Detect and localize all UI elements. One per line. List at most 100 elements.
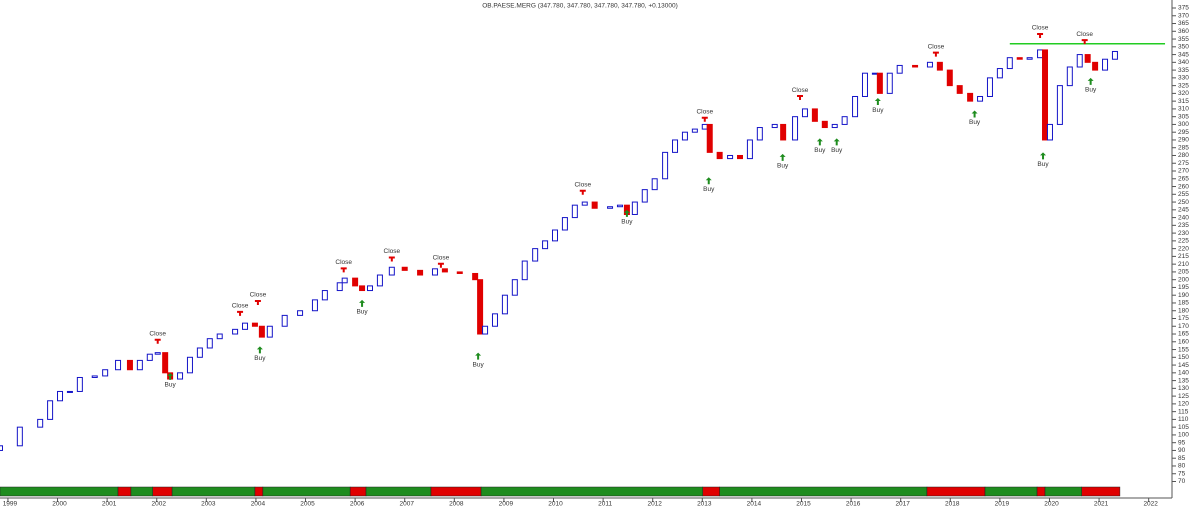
regime-band [926,486,986,497]
x-tick-label: 2017 [895,501,910,507]
signal-label: Buy [1085,87,1097,94]
candle [821,120,828,129]
candle [977,95,984,102]
signal-label: Close [433,254,450,261]
x-tick-label: 2010 [548,501,563,507]
candle [801,108,808,118]
signal-label: Buy [831,147,843,154]
x-tick-label: 2016 [846,501,861,507]
regime-band [430,486,482,497]
candle [102,369,109,377]
candle [491,313,498,327]
candle [956,85,963,94]
candle [66,390,73,393]
signal-label: Close [384,248,401,255]
candle [154,352,161,355]
close-marker [701,116,708,122]
buy-marker [779,153,786,161]
y-tick-label: 355 [1178,36,1189,43]
y-tick-label: 165 [1178,331,1189,338]
candle [115,359,122,371]
x-tick-label: 2000 [52,501,67,507]
candle [216,333,223,340]
regime-band [365,486,432,497]
x-tick-label: 2013 [697,501,712,507]
candle [691,128,698,133]
y-tick-label: 195 [1178,284,1189,291]
buy-marker [816,138,823,146]
candle [811,108,818,122]
y-tick-label: 340 [1178,59,1189,66]
y-tick-label: 240 [1178,214,1189,221]
signal-label: Buy [473,361,485,368]
y-tick-label: 270 [1178,168,1189,175]
signal-label: Buy [703,186,715,193]
candle [861,72,868,97]
candle [1084,54,1091,63]
y-tick-label: 85 [1178,455,1186,462]
x-tick-label: 2022 [1143,501,1158,507]
buy-marker [623,209,630,217]
candle [912,64,919,68]
x-tick-label: 2018 [945,501,960,507]
regime-band [1044,486,1082,497]
close-marker [254,299,261,305]
candle [571,204,578,219]
y-tick-label: 95 [1178,439,1186,446]
signal-label: Buy [165,382,177,389]
y-tick-label: 140 [1178,370,1189,377]
y-tick-label: 375 [1178,5,1189,12]
signal-label: Buy [356,309,368,316]
candle [926,61,933,68]
candle [996,68,1003,79]
close-marker [797,95,804,101]
regime-band [349,486,367,497]
candle [472,272,479,281]
candle [352,277,359,287]
close-marker [388,256,395,262]
signal-label: Close [574,181,591,188]
signal-label: Close [149,330,166,337]
y-tick-label: 125 [1178,393,1189,400]
signal-label: Close [696,108,713,115]
candle [986,77,993,97]
candle [232,328,239,335]
candle [672,139,679,153]
candle [746,139,753,160]
y-tick-label: 305 [1178,113,1189,120]
candle [616,204,623,208]
candle [1111,50,1118,60]
signal-label: Buy [254,355,266,362]
candle [581,201,588,206]
y-tick-label: 225 [1178,238,1189,245]
y-tick-label: 310 [1178,106,1189,113]
candle [196,347,203,358]
candle [57,390,64,402]
buy-marker [705,177,712,185]
buy-marker [874,98,881,106]
y-tick-label: 280 [1178,152,1189,159]
regime-band [719,486,928,497]
y-tick-label: 175 [1178,315,1189,322]
y-tick-label: 110 [1178,416,1189,423]
x-tick-label: 2006 [350,501,365,507]
candle [311,299,318,312]
signal-label: Close [928,43,945,50]
candle [521,260,528,281]
x-tick-label: 1999 [3,501,18,507]
candle [321,290,328,301]
regime-band [117,486,132,497]
candle [706,123,713,153]
y-tick-label: 210 [1178,261,1189,268]
signal-label: Close [1032,25,1049,32]
y-tick-label: 230 [1178,230,1189,237]
signal-label: Close [1076,31,1093,38]
candle [967,92,974,102]
candle [47,400,54,420]
candle [936,61,943,71]
candle [641,189,648,203]
y-tick-label: 180 [1178,307,1189,314]
candle [792,116,799,141]
y-tick-label: 330 [1178,75,1189,82]
y-tick-label: 185 [1178,300,1189,307]
